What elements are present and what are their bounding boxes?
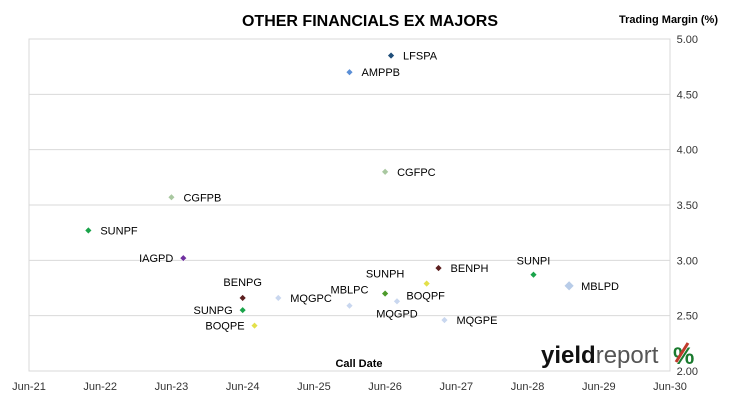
point-label: MQGPD [376,308,418,320]
y-tick-label: 2.50 [677,311,698,323]
logo-part-report: report [596,342,659,369]
point-marker [274,294,283,302]
y-tick-label: 2.00 [677,366,698,378]
point-label: BENPH [451,263,489,275]
point-label: MQGPE [456,315,497,327]
x-tick-label: Jun-21 [12,381,46,393]
x-axis-ticks: Jun-21 Jun-22 Jun-23 Jun-24 Jun-25 Jun-26 Jun-… [12,381,687,393]
point-label: MQGPC [290,293,332,305]
point-marker [440,316,449,325]
x-tick-label: Jun-28 [511,381,545,393]
point-marker [345,301,354,310]
point-label: SUNPI [517,256,551,268]
point-marker [563,280,575,292]
x-tick-label: Jun-29 [582,381,616,393]
x-tick-label: Jun-22 [83,381,117,393]
y-tick-label: 4.00 [677,145,698,157]
logo-percent-mark: % [673,343,694,370]
point-marker [179,254,188,263]
point-marker [250,321,259,330]
point-label: MBLPD [581,281,619,293]
point-label: CGFPC [397,167,436,179]
point-marker [393,297,401,306]
y-tick-label: 3.00 [677,255,698,267]
point-marker [238,306,247,315]
x-tick-label: Jun-30 [653,381,687,393]
point-label: BENPG [223,277,262,289]
point-label: SUNPH [366,269,405,281]
point-marker [529,270,538,279]
logo-part-yield: yield [541,342,596,369]
point-label: SUNPG [194,305,233,317]
point-marker [381,289,390,298]
y-axis-label: Trading Margin (%) [619,14,718,26]
point-label: IAGPD [139,253,173,265]
yieldreport-logo: yieldreport % [541,342,694,370]
point-label: BOQPF [406,291,445,303]
point-marker [167,193,176,202]
chart-title: OTHER FINANCIALS EX MAJORS [242,13,498,30]
point-marker [381,167,390,176]
point-marker [387,51,395,60]
point-label: BOQPE [205,321,244,333]
y-tick-label: 4.50 [677,89,698,101]
point-marker [84,226,93,235]
logo-percent-slash-icon [674,342,690,363]
point-marker [422,279,431,288]
x-tick-label: Jun-26 [368,381,402,393]
svg-text:yieldreport: yieldreport [541,342,659,369]
point-marker [434,264,443,273]
x-tick-label: Jun-24 [226,381,260,393]
gridlines [29,38,670,372]
x-tick-label: Jun-25 [297,381,331,393]
point-label: LFSPA [403,51,438,63]
point-marker [238,294,247,302]
x-tick-label: Jun-27 [440,381,474,393]
point-label: CGFPB [183,192,221,204]
point-label: AMPPB [362,67,401,79]
point-label: MBLPC [331,285,369,297]
point-marker [345,68,354,77]
x-tick-label: Jun-23 [155,381,189,393]
point-label: SUNPF [100,225,138,237]
y-axis-ticks: 2.00 2.50 3.00 3.50 4.00 4.50 5.00 [677,34,698,378]
x-axis-label: Call Date [335,358,382,370]
y-tick-label: 3.50 [677,200,698,212]
y-tick-label: 5.00 [677,34,698,46]
